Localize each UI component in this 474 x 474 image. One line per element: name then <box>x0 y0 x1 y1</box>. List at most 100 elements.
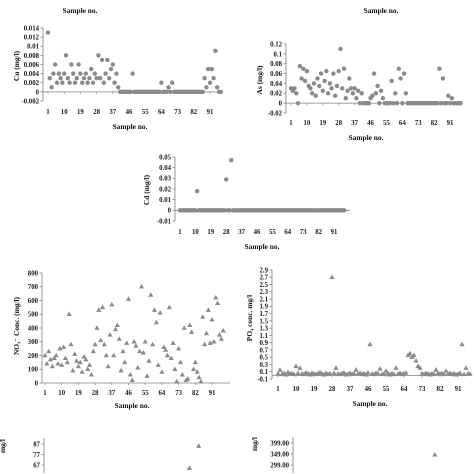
no3-data-point <box>129 377 135 383</box>
no3-data-point <box>216 332 223 337</box>
as-data-point <box>347 76 352 81</box>
no3-data-point <box>163 347 169 352</box>
as-data-point <box>401 71 407 76</box>
po4-data-point <box>377 366 383 371</box>
po4-data-point <box>327 370 333 376</box>
cu-data-point <box>81 75 87 81</box>
po4-data-point <box>367 341 373 347</box>
no3-data-point <box>218 336 224 341</box>
po4-data-point <box>295 370 301 375</box>
y-tick-label: 0.012 <box>24 35 40 42</box>
po4-data-point <box>351 370 357 376</box>
cu-data-point <box>128 89 133 95</box>
no3-data-point <box>112 326 119 332</box>
no3-data-point <box>79 369 85 374</box>
y-tick-label: 800 <box>28 270 39 277</box>
cu-data-point <box>45 30 51 35</box>
y-tick-label: 200 <box>28 353 39 360</box>
cu-data-point <box>209 66 214 72</box>
as-data-point <box>331 71 336 76</box>
cd-data-point <box>194 188 200 194</box>
as-data-point <box>345 88 350 94</box>
no3-data-point <box>47 356 54 362</box>
x-tick-label: 28 <box>93 109 100 116</box>
no3-data-point <box>120 348 126 354</box>
y-tick-label: 300 <box>28 339 39 346</box>
y-axis-title: mg/l <box>0 439 7 453</box>
x-tick-label: 82 <box>190 109 197 116</box>
cu-data-point <box>215 85 220 90</box>
as-data-point <box>329 86 334 91</box>
as-data-point <box>332 93 338 98</box>
x-tick-label: 1 <box>178 229 182 236</box>
y-tick-label: 0.1 <box>260 369 269 376</box>
no3-data-point <box>62 355 69 361</box>
x-tick-label: 82 <box>192 390 199 397</box>
partial-left-data-point <box>186 465 193 470</box>
cropped-x-axis-title-left: Sample no. <box>63 6 98 15</box>
no3-data-point <box>203 330 210 336</box>
as-data-point <box>302 78 308 84</box>
cu-data-point <box>51 71 56 76</box>
y-tick-label: 399.00 <box>270 440 289 447</box>
no3-data-point <box>96 307 102 312</box>
no3-data-point <box>189 329 195 334</box>
y-tick-label: 0 <box>36 89 40 96</box>
cu-data-point <box>218 89 223 95</box>
x-tick-label: 91 <box>447 120 454 127</box>
cu-data-point <box>166 85 171 90</box>
po4-data-point <box>467 371 473 376</box>
y-tick-label: 349.00 <box>270 451 289 458</box>
po4-chart: 2.92.72.52.32.11.91.71.51.31.10.90.70.50… <box>245 267 473 408</box>
as-data-point <box>447 100 453 106</box>
po4-data-point <box>353 367 359 372</box>
x-tick-label: 73 <box>415 120 422 127</box>
no3-data-point <box>60 344 67 350</box>
y-tick-label: -0.02 <box>268 110 283 117</box>
partial-right-data-point <box>432 452 438 457</box>
po4-data-point <box>461 371 467 377</box>
x-axis-title: Sample no. <box>353 399 388 408</box>
as-data-point <box>324 68 329 74</box>
y-tick-label: 0.7 <box>260 347 269 354</box>
x-tick-label: 19 <box>77 109 84 116</box>
no3-data-point <box>140 349 146 355</box>
as-data-point <box>377 100 382 106</box>
x-tick-label: 10 <box>304 120 311 127</box>
as-data-point <box>334 83 340 89</box>
as-data-point <box>310 91 315 96</box>
as-data-point <box>387 100 393 106</box>
no3-data-point <box>70 367 76 373</box>
as-data-point <box>292 86 297 91</box>
no3-data-point <box>105 363 111 369</box>
x-axis-title: Sample no. <box>349 133 384 142</box>
x-tick-label: 91 <box>331 229 338 236</box>
x-tick-label: 10 <box>192 229 199 236</box>
cu-data-point <box>130 71 135 76</box>
y-axis-title: Cu (mg/l) <box>12 50 21 81</box>
y-tick-label: 0.006 <box>24 62 40 69</box>
as-data-point <box>308 86 313 91</box>
cu-data-point <box>87 75 92 81</box>
cu-data-point <box>80 80 85 85</box>
cu-data-point <box>168 89 173 95</box>
x-tick-label: 19 <box>75 390 82 397</box>
po4-data-point <box>331 370 337 375</box>
cu-data-point <box>164 89 169 95</box>
x-tick-label: 64 <box>159 390 166 397</box>
cu-data-point <box>204 85 209 90</box>
no3-data-point <box>92 341 98 347</box>
po4-data-point <box>375 370 381 376</box>
cu-data-point <box>103 71 108 76</box>
no3-data-point <box>127 371 133 377</box>
y-tick-label: 100 <box>28 367 39 374</box>
no3-data-point <box>176 345 182 351</box>
y-tick-label: -0.01 <box>157 218 172 225</box>
no3-data-point <box>85 366 91 372</box>
no3-data-point <box>81 354 87 359</box>
x-tick-label: 55 <box>142 390 149 397</box>
cd-data-point <box>229 158 234 163</box>
as-data-point <box>458 100 463 106</box>
cu-data-point <box>76 62 81 67</box>
